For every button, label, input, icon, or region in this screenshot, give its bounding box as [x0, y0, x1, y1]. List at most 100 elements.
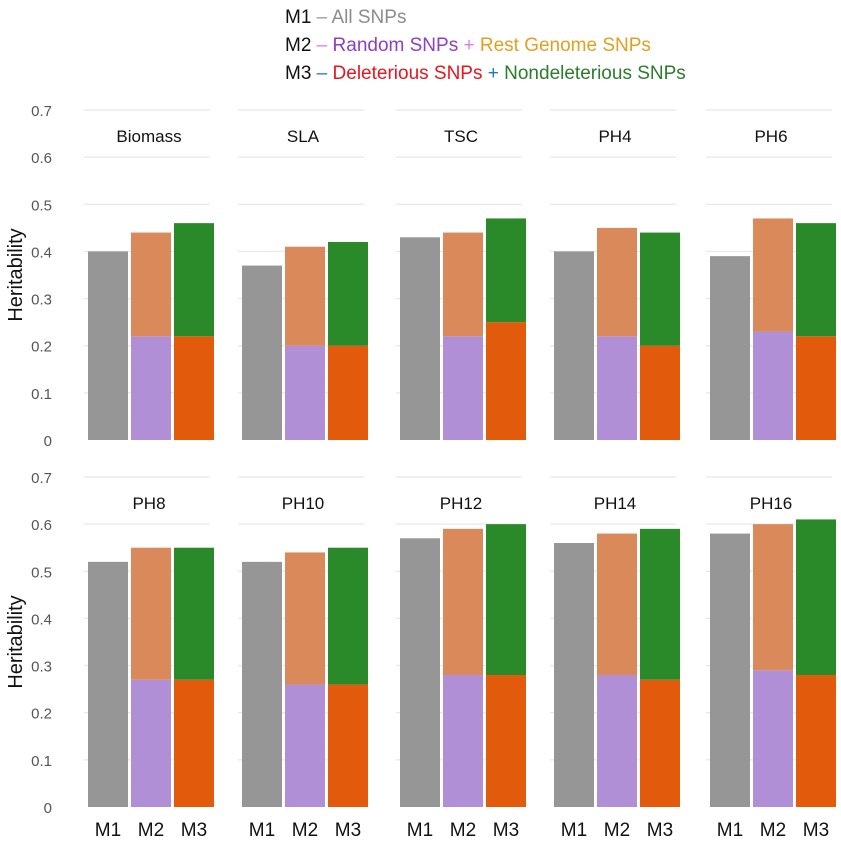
bar-m2-random-snps: [597, 675, 637, 807]
legend-text: All SNPs: [331, 7, 407, 28]
legend-text: M2: [285, 35, 312, 56]
legend-text: Deleterious SNPs: [332, 63, 483, 84]
bar-m3-deleterious-snps: [486, 322, 526, 440]
bar-m2-random-snps: [285, 684, 325, 807]
panel-title: PH16: [750, 494, 793, 513]
legend-text: –: [311, 63, 333, 84]
y-tick-label: 0.4: [31, 611, 52, 628]
y-axis-label: Heritability: [5, 228, 27, 321]
bar-m3-deleterious-snps: [174, 679, 214, 807]
bar-m2-rest-genome-snps: [285, 552, 325, 685]
x-category-label: M1: [717, 820, 743, 841]
bar-m2-random-snps: [597, 336, 637, 440]
panel-title: PH6: [754, 127, 787, 146]
legend-row: M2 – Random SNPs + Rest Genome SNPs: [285, 32, 686, 60]
bar-m2-random-snps: [443, 336, 483, 440]
bar-m3-nondeleterious-snps: [796, 519, 836, 675]
bar-m1-all-snps: [710, 533, 750, 807]
panel-title: Biomass: [116, 127, 181, 146]
bar-m1-all-snps: [88, 251, 128, 440]
bar-m3-nondeleterious-snps: [640, 232, 680, 346]
legend-text: –: [311, 35, 333, 56]
bar-m2-random-snps: [753, 670, 793, 807]
bar-m2-random-snps: [285, 345, 325, 440]
bar-m1-all-snps: [242, 561, 282, 807]
panel-title: PH14: [594, 494, 637, 513]
x-category-label: M2: [138, 820, 164, 841]
bar-m3-nondeleterious-snps: [174, 223, 214, 337]
bar-m3-nondeleterious-snps: [328, 547, 368, 685]
panel-title: TSC: [444, 127, 478, 146]
y-tick-label: 0.4: [31, 244, 52, 261]
legend-text: +: [482, 63, 505, 84]
bar-m1-all-snps: [400, 538, 440, 807]
bar-m3-nondeleterious-snps: [486, 524, 526, 675]
y-tick-label: 0.3: [31, 292, 52, 309]
x-category-label: M3: [181, 820, 207, 841]
y-tick-label: 0.7: [31, 470, 52, 487]
bar-m3-deleterious-snps: [640, 679, 680, 807]
bar-m3-deleterious-snps: [486, 675, 526, 807]
bar-m1-all-snps: [554, 543, 594, 807]
y-tick-label: 0.6: [31, 150, 52, 167]
legend-text: M3: [285, 63, 312, 84]
y-axis-label: Heritability: [5, 595, 27, 688]
bar-m3-deleterious-snps: [640, 345, 680, 440]
bar-m1-all-snps: [400, 237, 440, 440]
x-category-label: M2: [450, 820, 476, 841]
bar-m3-nondeleterious-snps: [328, 242, 368, 346]
legend-text: Random SNPs: [332, 35, 459, 56]
bar-m3-nondeleterious-snps: [486, 218, 526, 323]
legend-text: Rest Genome SNPs: [479, 35, 651, 56]
bar-m2-random-snps: [753, 331, 793, 440]
legend-text: M1: [285, 7, 312, 28]
y-tick-label: 0: [44, 800, 52, 817]
panel-title: PH4: [598, 127, 631, 146]
y-tick-label: 0.2: [31, 706, 52, 723]
x-category-label: M2: [760, 820, 786, 841]
legend-text: Nondeleterious SNPs: [504, 63, 686, 84]
bar-m1-all-snps: [710, 256, 750, 440]
y-tick-label: 0.1: [31, 753, 52, 770]
bar-m3-deleterious-snps: [796, 675, 836, 807]
bar-m2-rest-genome-snps: [131, 547, 171, 680]
y-tick-label: 0.7: [31, 103, 52, 120]
panel-title: PH10: [282, 494, 325, 513]
x-category-label: M3: [335, 820, 361, 841]
bar-m1-all-snps: [242, 265, 282, 440]
y-tick-label: 0.2: [31, 339, 52, 356]
bar-m3-deleterious-snps: [174, 336, 214, 440]
panel-title: PH12: [440, 494, 483, 513]
bar-m2-rest-genome-snps: [753, 524, 793, 671]
bar-m3-deleterious-snps: [328, 345, 368, 440]
bar-m2-random-snps: [131, 336, 171, 440]
bar-m1-all-snps: [88, 561, 128, 807]
bar-m2-rest-genome-snps: [443, 232, 483, 337]
y-tick-label: 0: [44, 433, 52, 450]
y-tick-label: 0.6: [31, 517, 52, 534]
bar-m3-nondeleterious-snps: [796, 223, 836, 337]
x-category-label: M1: [561, 820, 587, 841]
legend: M1 – All SNPs M2 – Random SNPs + Rest Gen…: [285, 4, 686, 88]
y-tick-label: 0.3: [31, 659, 52, 676]
bar-m3-nondeleterious-snps: [640, 528, 680, 680]
x-category-label: M1: [249, 820, 275, 841]
panel-title: PH8: [132, 494, 165, 513]
x-category-label: M2: [604, 820, 630, 841]
x-category-label: M3: [647, 820, 673, 841]
x-category-label: M3: [803, 820, 829, 841]
bar-m2-random-snps: [443, 675, 483, 807]
y-tick-label: 0.5: [31, 197, 52, 214]
bar-m2-rest-genome-snps: [597, 227, 637, 337]
x-category-label: M3: [493, 820, 519, 841]
panel-title: SLA: [287, 127, 320, 146]
bar-m3-nondeleterious-snps: [174, 547, 214, 680]
bar-m3-deleterious-snps: [796, 336, 836, 440]
bar-m2-rest-genome-snps: [753, 218, 793, 332]
legend-row: M3 – Deleterious SNPs + Nondeleterious S…: [285, 60, 686, 88]
x-category-label: M1: [407, 820, 433, 841]
y-tick-label: 0.5: [31, 564, 52, 581]
legend-text: –: [311, 7, 332, 28]
y-tick-label: 0.1: [31, 386, 52, 403]
